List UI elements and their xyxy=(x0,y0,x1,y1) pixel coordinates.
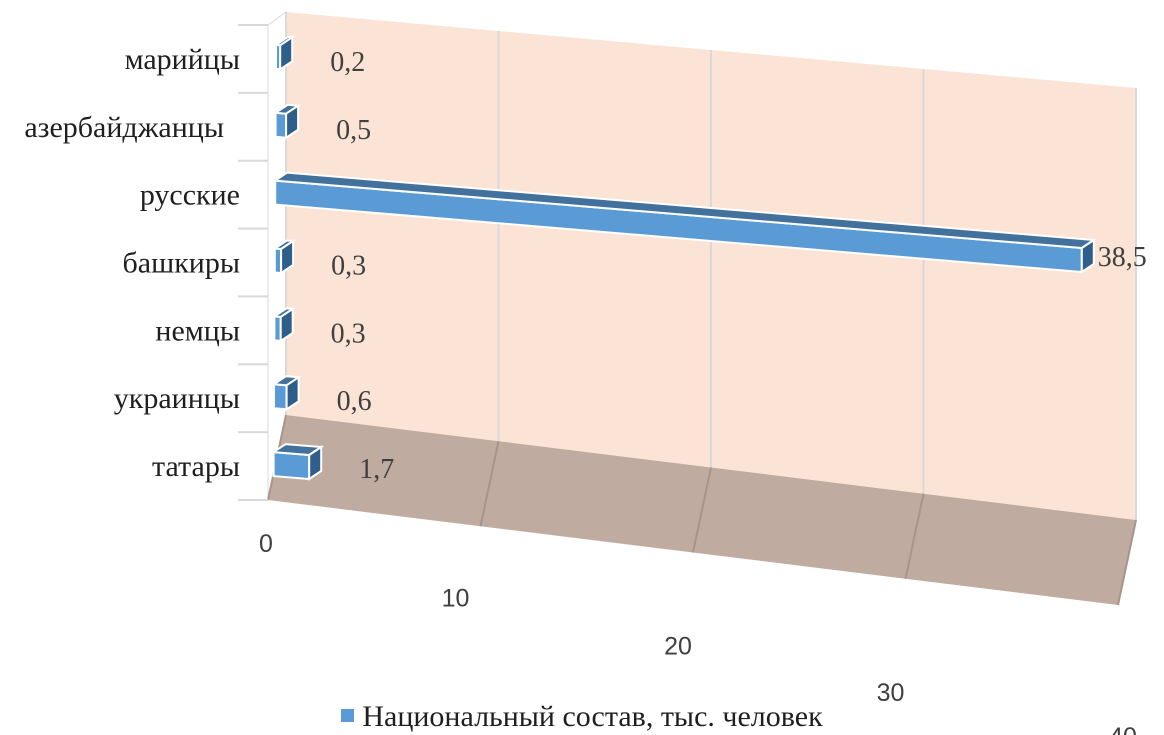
category-label: украинцы xyxy=(114,382,240,415)
bar-side-face xyxy=(279,307,294,343)
legend-swatch xyxy=(341,709,355,722)
legend: Национальный состав, тыс. человек xyxy=(0,700,1164,734)
gridline-floor xyxy=(692,467,712,553)
category-label: татары xyxy=(152,450,240,483)
data-label: 0,5 xyxy=(336,115,371,146)
bar xyxy=(270,443,325,481)
bar-side-face xyxy=(285,103,300,140)
legend-label: Национальный состав, тыс. человек xyxy=(362,700,823,733)
bar-side-face xyxy=(280,239,295,275)
bar xyxy=(273,35,296,72)
gridline-floor xyxy=(479,441,500,527)
category-label: русские xyxy=(140,179,240,212)
x-tick-labels: 0 10 20 30 40 xyxy=(259,530,1137,735)
data-labels: 0,2 0,5 38,5 0,3 0,3 0,6 1,7 xyxy=(330,47,1147,485)
bar xyxy=(271,375,302,412)
x-tick-label: 10 xyxy=(442,584,470,612)
data-label: 0,2 xyxy=(330,47,365,78)
bar-front-face xyxy=(273,383,288,411)
bar-side-face xyxy=(279,35,294,72)
x-tick-label: 40 xyxy=(1109,723,1137,735)
bar-front-face xyxy=(272,451,311,481)
bar xyxy=(271,239,297,275)
x-tick-label: 20 xyxy=(664,633,692,661)
data-label: 0,3 xyxy=(331,318,366,349)
data-label: 1,7 xyxy=(359,454,394,485)
bar-front-face xyxy=(274,111,288,139)
data-label: 38,5 xyxy=(1098,242,1147,273)
x-tick-label: 30 xyxy=(877,679,905,707)
data-label: 0,3 xyxy=(331,251,366,282)
gridlines xyxy=(238,12,1137,606)
bar xyxy=(272,103,302,140)
x-tick-label: 0 xyxy=(259,530,273,558)
category-label: марийцы xyxy=(125,43,240,76)
bar-side-face xyxy=(1080,238,1095,274)
category-label: немцы xyxy=(155,314,240,347)
gridline-floor xyxy=(904,493,925,579)
gridline-floor xyxy=(1117,519,1137,606)
category-labels: марийцы азербайджанцы русские башкиры немцы у… xyxy=(24,43,240,483)
bar xyxy=(272,171,1097,274)
bar xyxy=(271,307,296,343)
category-label: башкиры xyxy=(123,247,240,280)
category-label: азербайджанцы xyxy=(24,111,224,144)
bar-side-face xyxy=(285,375,300,412)
bar-side-face xyxy=(308,445,323,481)
data-label: 0,6 xyxy=(337,386,372,417)
bars-group xyxy=(270,35,1097,481)
